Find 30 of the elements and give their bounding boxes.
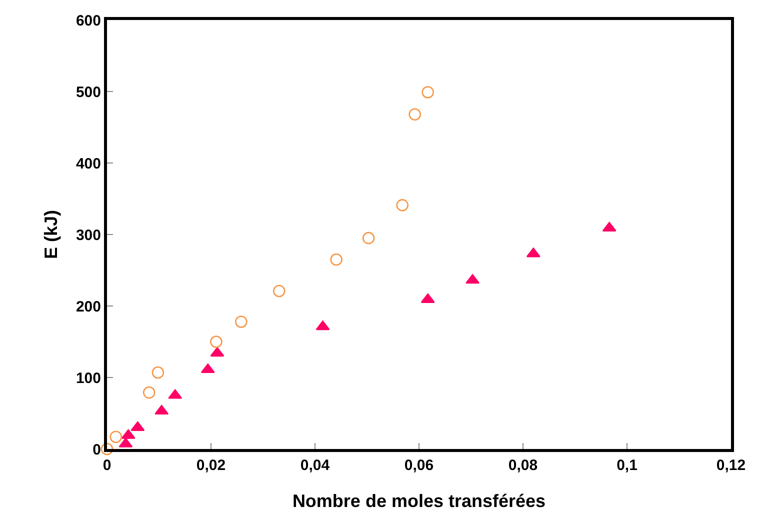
point [110,430,122,443]
x-tick-label: 0 [102,457,112,474]
y-tick-label: 500 [76,84,101,101]
point [235,316,248,328]
x-tick-label: 0,04 [300,457,330,474]
x-tick-label: 0,02 [196,457,226,474]
point [272,284,286,298]
y-tick-label: 0 [92,441,101,458]
point [142,386,156,399]
point [200,363,215,374]
x-axis-title: Nombre de moles transférées [292,491,546,512]
point [422,86,434,98]
x-tick-label: 0,1 [616,457,638,474]
point [152,366,164,379]
y-tick-label: 100 [76,370,101,387]
y-tick-label: 200 [76,298,101,316]
y-axis-title: E (kJ) [41,210,62,260]
point [330,253,342,266]
y-tick-label: 600 [76,12,101,30]
point [362,232,375,244]
x-tick-label: 0,12 [716,457,746,474]
point [396,199,409,212]
x-tick-label: 0,06 [404,457,434,474]
x-tick-label: 0,08 [508,457,538,474]
point [210,336,222,348]
point [408,108,421,121]
point [100,442,114,456]
point [154,404,169,415]
y-tick-label: 300 [76,226,101,244]
y-tick-label: 400 [76,155,101,172]
